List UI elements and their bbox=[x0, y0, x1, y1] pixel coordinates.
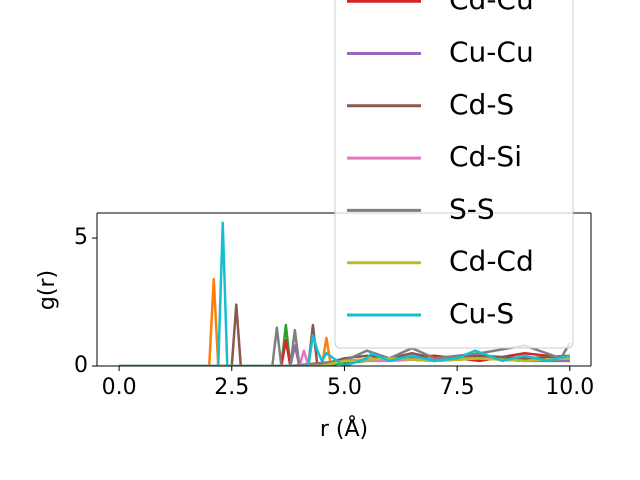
y-tick-label: 0 bbox=[74, 353, 88, 378]
legend-box bbox=[334, 0, 574, 349]
series-line bbox=[119, 303, 570, 366]
y-axis-label: g(r) bbox=[35, 270, 60, 310]
legend-label: Cu-Cu bbox=[449, 36, 534, 69]
legend-label: Cd-S bbox=[449, 88, 514, 121]
legend-label: Cd-Si bbox=[449, 140, 522, 173]
legend-label: Cd-Cd bbox=[449, 245, 534, 278]
x-tick-label: 7.5 bbox=[440, 375, 475, 400]
plot-lines bbox=[119, 221, 571, 366]
legend-label: S-S bbox=[449, 192, 495, 225]
x-tick-label: 10.0 bbox=[545, 375, 594, 400]
y-tick-label: 5 bbox=[74, 225, 88, 250]
legend-label: Cd-Cu bbox=[449, 0, 534, 16]
x-tick-label: 0.0 bbox=[102, 375, 137, 400]
legend-label: Cu-S bbox=[449, 297, 514, 330]
x-axis-label: r (Å) bbox=[320, 415, 368, 442]
series-line bbox=[119, 357, 570, 366]
series-line bbox=[119, 221, 571, 366]
x-tick-label: 5.0 bbox=[327, 375, 362, 400]
x-tick-label: 2.5 bbox=[214, 375, 249, 400]
series-line bbox=[119, 326, 571, 366]
